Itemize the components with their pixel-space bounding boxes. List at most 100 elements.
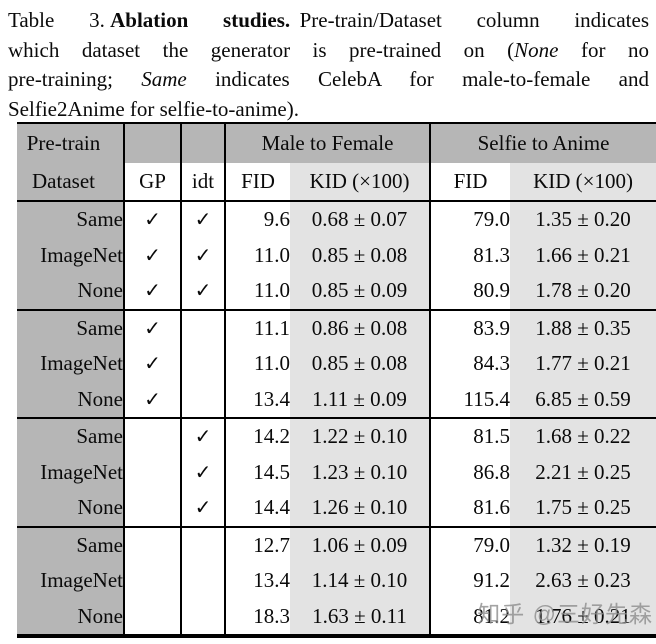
table-row: Same ✓ ✓ 9.6 0.68 ± 0.07 79.0 1.35 ± 0.20 xyxy=(17,201,656,238)
header-selfie-to-anime: Selfie to Anime xyxy=(430,123,656,163)
caption-line-1: Table 3. Ablation studies. Pre-train/Datas… xyxy=(8,6,649,36)
header-male-to-female: Male to Female xyxy=(225,123,432,163)
s2a-kid-value: 1.75 ± 0.25 xyxy=(510,490,656,527)
gp-empty-cell xyxy=(124,525,182,563)
s2a-fid-value: 80.9 xyxy=(430,273,511,310)
gp-check-icon: ✓ xyxy=(124,381,182,418)
gp-empty-cell xyxy=(124,563,182,599)
idt-empty-cell xyxy=(181,525,226,563)
idt-empty-cell xyxy=(181,346,226,382)
row-dataset-label: Same xyxy=(17,201,125,238)
caption-line-2-a: which dataset the generator is pre-train… xyxy=(8,37,515,62)
s2a-kid-value: 2.63 ± 0.23 xyxy=(510,563,656,599)
header-row-metrics: GP idt FID KID (×100) FID KID (×100) xyxy=(17,163,656,201)
s2a-kid-value: 1.35 ± 0.20 xyxy=(510,201,656,238)
idt-check-icon: ✓ xyxy=(181,490,226,527)
s2a-fid-value: 86.8 xyxy=(430,454,511,490)
row-dataset-label: None xyxy=(17,381,125,418)
header-gp-spacer xyxy=(124,123,182,163)
row-dataset-label: ImageNet xyxy=(17,454,125,490)
table-row: Same 12.7 1.06 ± 0.09 79.0 1.32 ± 0.19 xyxy=(17,525,656,563)
header-s2a-kid: KID (×100) xyxy=(510,163,656,201)
table-row: None ✓ ✓ 11.0 0.85 ± 0.09 80.9 1.78 ± 0.20 xyxy=(17,273,656,310)
idt-empty-cell xyxy=(181,381,226,418)
header-dataset-label: Dataset xyxy=(32,169,95,193)
caption-table-number: Table 3. xyxy=(8,8,105,32)
s2a-kid-value: 1.68 ± 0.22 xyxy=(510,417,656,455)
header-row-groups: Pre-train Dataset Male to Female Selfie … xyxy=(17,123,656,201)
s2a-fid-value: 91.2 xyxy=(430,563,511,599)
gp-empty-cell xyxy=(124,454,182,490)
m2f-fid-value: 13.4 xyxy=(225,563,290,599)
header-pretrain-dataset: Pre-train Dataset xyxy=(17,123,125,201)
m2f-fid-value: 14.2 xyxy=(225,417,290,455)
gp-check-icon: ✓ xyxy=(124,237,182,273)
s2a-kid-value: 1.78 ± 0.20 xyxy=(510,273,656,310)
gp-empty-cell xyxy=(124,490,182,527)
s2a-fid-value: 81.3 xyxy=(430,237,511,273)
m2f-fid-value: 11.1 xyxy=(225,308,290,346)
s2a-fid-value: 79.0 xyxy=(430,525,511,563)
s2a-kid-value: 1.66 ± 0.21 xyxy=(510,237,656,273)
table-body: Same ✓ ✓ 9.6 0.68 ± 0.07 79.0 1.35 ± 0.20 Image… xyxy=(17,201,656,636)
row-dataset-label: None xyxy=(17,273,125,310)
header-m2f-fid: FID xyxy=(225,163,290,201)
table-row: ImageNet ✓ 14.5 1.23 ± 0.10 86.8 2.21 ± 0.25 xyxy=(17,454,656,490)
m2f-fid-value: 11.0 xyxy=(225,346,290,382)
header-m2f-kid: KID (×100) xyxy=(290,163,432,201)
m2f-fid-value: 12.7 xyxy=(225,525,290,563)
gp-check-icon: ✓ xyxy=(124,201,182,238)
idt-empty-cell xyxy=(181,563,226,599)
header-idt-spacer xyxy=(181,123,226,163)
idt-check-icon: ✓ xyxy=(181,237,226,273)
header-idt: idt xyxy=(181,163,226,201)
gp-check-icon: ✓ xyxy=(124,273,182,310)
caption-line-2-b: for no xyxy=(558,37,649,62)
m2f-kid-value: 0.85 ± 0.08 xyxy=(290,346,432,382)
m2f-fid-value: 14.4 xyxy=(225,490,290,527)
idt-check-icon: ✓ xyxy=(181,273,226,310)
table-row: None ✓ 13.4 1.11 ± 0.09 115.4 6.85 ± 0.59 xyxy=(17,381,656,418)
idt-empty-cell xyxy=(181,308,226,346)
caption-line-4: Selfie2Anime for selfie-to-anime). xyxy=(8,96,299,121)
row-dataset-label: Same xyxy=(17,308,125,346)
row-dataset-label: None xyxy=(17,598,125,636)
m2f-kid-value: 1.06 ± 0.09 xyxy=(290,525,432,563)
table-row: ImageNet ✓ 11.0 0.85 ± 0.08 84.3 1.77 ± 0.21 xyxy=(17,346,656,382)
m2f-kid-value: 1.11 ± 0.09 xyxy=(290,381,432,418)
caption-same-italic: Same xyxy=(141,67,187,91)
s2a-kid-value: 1.76 ± 0.21 xyxy=(510,598,656,636)
ablation-table-container: Pre-train Dataset Male to Female Selfie … xyxy=(17,122,656,638)
m2f-kid-value: 0.85 ± 0.09 xyxy=(290,273,432,310)
s2a-fid-value: 81.2 xyxy=(430,598,511,636)
m2f-fid-value: 18.3 xyxy=(225,598,290,636)
s2a-fid-value: 79.0 xyxy=(430,201,511,238)
m2f-fid-value: 14.5 xyxy=(225,454,290,490)
table-caption: Table 3. Ablation studies. Pre-train/Datas… xyxy=(8,6,649,124)
caption-line-1-rest: Pre-train/Dataset column indicates xyxy=(299,8,649,32)
gp-check-icon: ✓ xyxy=(124,308,182,346)
idt-check-icon: ✓ xyxy=(181,417,226,455)
table-row: None ✓ 14.4 1.26 ± 0.10 81.6 1.75 ± 0.25 xyxy=(17,490,656,527)
m2f-fid-value: 11.0 xyxy=(225,273,290,310)
m2f-kid-value: 0.86 ± 0.08 xyxy=(290,308,432,346)
idt-check-icon: ✓ xyxy=(181,201,226,238)
table-row: Same ✓ 14.2 1.22 ± 0.10 81.5 1.68 ± 0.22 xyxy=(17,417,656,455)
s2a-kid-value: 6.85 ± 0.59 xyxy=(510,381,656,418)
m2f-kid-value: 0.85 ± 0.08 xyxy=(290,237,432,273)
table-header: Pre-train Dataset Male to Female Selfie … xyxy=(17,123,656,201)
row-dataset-label: ImageNet xyxy=(17,237,125,273)
m2f-kid-value: 1.14 ± 0.10 xyxy=(290,563,432,599)
header-pretrain-label: Pre-train xyxy=(26,131,101,155)
row-dataset-label: ImageNet xyxy=(17,346,125,382)
m2f-fid-value: 13.4 xyxy=(225,381,290,418)
s2a-kid-value: 1.32 ± 0.19 xyxy=(510,525,656,563)
m2f-kid-value: 1.23 ± 0.10 xyxy=(290,454,432,490)
s2a-fid-value: 81.6 xyxy=(430,490,511,527)
row-dataset-label: ImageNet xyxy=(17,563,125,599)
table-row: ImageNet 13.4 1.14 ± 0.10 91.2 2.63 ± 0.23 xyxy=(17,563,656,599)
idt-check-icon: ✓ xyxy=(181,454,226,490)
row-dataset-label: Same xyxy=(17,417,125,455)
m2f-kid-value: 1.26 ± 0.10 xyxy=(290,490,432,527)
table-row: None 18.3 1.63 ± 0.11 81.2 1.76 ± 0.21 xyxy=(17,598,656,636)
